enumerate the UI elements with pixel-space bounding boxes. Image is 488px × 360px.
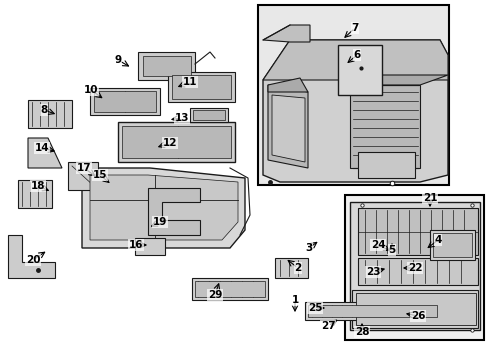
Polygon shape [305,302,439,320]
Polygon shape [337,45,381,95]
Text: 20: 20 [26,255,40,265]
Polygon shape [195,281,264,297]
Polygon shape [192,278,267,300]
Polygon shape [172,75,230,99]
Polygon shape [108,178,135,218]
Polygon shape [274,258,307,278]
Text: 6: 6 [353,50,360,60]
Text: 22: 22 [407,263,421,273]
Text: 7: 7 [350,23,358,33]
Text: 5: 5 [387,245,395,255]
Polygon shape [190,108,227,122]
Text: 27: 27 [320,321,335,331]
Polygon shape [432,233,471,257]
Text: 19: 19 [153,217,167,227]
Text: 10: 10 [83,85,98,95]
Polygon shape [267,85,307,168]
Polygon shape [94,91,156,112]
Polygon shape [263,25,309,42]
Text: 13: 13 [174,113,189,123]
Text: 25: 25 [307,303,322,313]
Polygon shape [82,168,244,248]
Polygon shape [148,188,200,235]
Bar [345,195,483,340]
Text: 11: 11 [183,77,197,87]
Text: 21: 21 [422,193,436,203]
Polygon shape [357,152,414,178]
Polygon shape [349,75,447,85]
Text: 28: 28 [354,327,368,337]
Polygon shape [28,138,62,168]
Bar [258,5,448,185]
Polygon shape [90,88,160,115]
Text: 15: 15 [93,170,107,180]
Polygon shape [271,95,305,162]
Polygon shape [267,78,307,92]
Text: 9: 9 [114,55,122,65]
Text: 16: 16 [128,240,143,250]
Polygon shape [122,126,230,158]
Polygon shape [138,52,195,80]
Polygon shape [142,56,191,76]
Polygon shape [263,40,447,80]
Text: 2: 2 [294,263,301,273]
Polygon shape [307,305,436,317]
Text: 3: 3 [305,243,312,253]
Text: 1: 1 [291,295,298,305]
Text: 23: 23 [365,267,380,277]
Polygon shape [8,235,55,278]
Polygon shape [118,122,235,162]
Polygon shape [349,202,479,330]
Text: 26: 26 [410,311,425,321]
Polygon shape [429,230,474,260]
Polygon shape [357,258,477,285]
Polygon shape [193,110,224,120]
Text: 12: 12 [163,138,177,148]
Polygon shape [68,162,98,190]
Text: 4: 4 [433,235,441,245]
Text: 29: 29 [207,290,222,300]
Polygon shape [355,293,475,325]
Polygon shape [28,100,72,128]
Text: 18: 18 [31,181,45,191]
Polygon shape [18,180,52,208]
Text: 8: 8 [41,105,47,115]
Polygon shape [357,208,477,255]
Text: 17: 17 [77,163,91,173]
Text: 24: 24 [370,240,385,250]
Polygon shape [349,85,419,168]
Polygon shape [351,290,477,328]
Text: 14: 14 [35,143,49,153]
Polygon shape [168,72,235,102]
Polygon shape [90,175,238,240]
Polygon shape [135,238,164,255]
Polygon shape [263,40,447,182]
